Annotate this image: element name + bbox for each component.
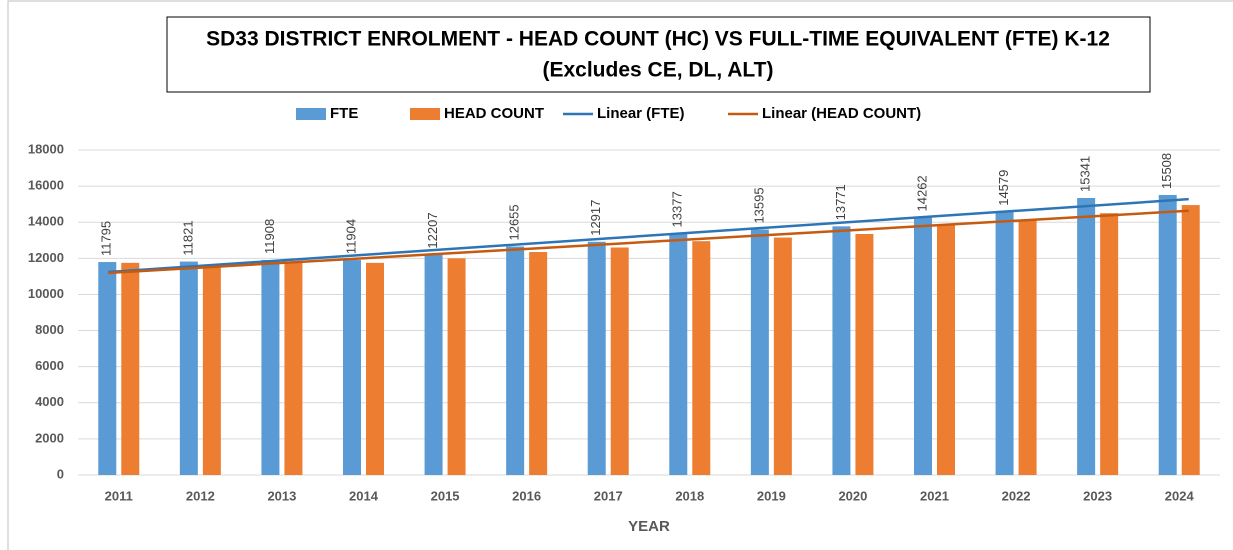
bar [121,262,140,475]
data-label: 11795 [99,221,114,256]
legend-swatch [410,108,440,120]
data-label: 14262 [914,175,929,211]
data-label: 13595 [751,187,766,223]
x-tick-label: 2023 [1083,488,1112,503]
bar [937,224,955,475]
y-tick-label: 2000 [35,430,64,445]
bar [98,262,117,475]
y-tick-label: 16000 [28,178,64,193]
data-label: 11821 [180,220,195,255]
trend-line [108,209,1189,275]
data-label: 15341 [1078,156,1093,192]
bar [669,233,688,475]
data-label: 11904 [343,219,358,254]
legend-label: Linear (HEAD COUNT) [762,105,921,122]
data-label: 12207 [425,212,440,248]
bar [179,261,198,475]
legend-swatch [296,108,326,120]
x-tick-label: 2017 [594,488,623,503]
bar [610,247,629,475]
bar [1077,198,1096,476]
x-tick-label: 2021 [920,488,949,503]
legend-label: Linear (FTE) [597,105,685,122]
x-tick-label: 2020 [838,488,867,503]
bar [587,241,606,475]
data-label: 12655 [507,204,522,240]
data-label: 12917 [588,200,603,236]
data-label: 13377 [670,191,685,227]
bar [529,252,548,475]
trend-line [108,197,1189,274]
x-tick-label: 2013 [267,488,296,503]
x-tick-label: 2024 [1165,488,1195,503]
y-tick-label: 10000 [28,286,64,301]
x-axis-title: YEAR [628,518,670,535]
bar [773,237,792,475]
bar [424,254,443,475]
bar [1018,219,1037,475]
chart-subtitle: (Excludes CE, DL, ALT) [542,59,773,82]
x-tick-label: 2015 [431,488,460,503]
y-tick-label: 4000 [35,394,64,409]
legend-label: HEAD COUNT [444,105,544,122]
bar [832,226,851,475]
bar [1158,194,1177,475]
y-tick-label: 12000 [28,250,64,265]
x-tick-label: 2018 [675,488,704,503]
bar [447,258,466,475]
data-label: 15508 [1159,153,1174,189]
bar [692,241,711,475]
bar [750,229,769,475]
x-tick-label: 2016 [512,488,541,503]
x-tick-label: 2011 [105,488,133,503]
chart-border [7,0,1233,550]
x-tick-label: 2019 [757,488,786,503]
bar [506,246,525,475]
data-label: 14579 [996,170,1011,206]
y-tick-label: 0 [57,466,64,481]
bar [995,211,1014,475]
y-tick-label: 8000 [35,322,64,337]
bar [284,261,303,475]
bar [914,217,932,475]
data-label: 13771 [833,184,848,220]
legend-label: FTE [330,105,358,122]
bar [1181,205,1200,475]
data-label: 11908 [262,219,277,254]
bar [1100,213,1119,475]
title-box [166,16,1151,93]
bar [855,233,874,475]
bar [261,259,280,475]
bar [366,262,384,475]
chart-title: SD33 DISTRICT ENROLMENT - HEAD COUNT (HC… [206,28,1110,51]
x-tick-label: 2022 [1002,488,1031,503]
y-tick-label: 6000 [35,358,64,373]
y-tick-label: 18000 [28,141,64,156]
y-tick-label: 14000 [28,214,64,229]
bar [343,260,361,475]
x-tick-label: 2014 [349,488,379,503]
x-tick-label: 2012 [186,488,215,503]
bar [202,264,221,475]
